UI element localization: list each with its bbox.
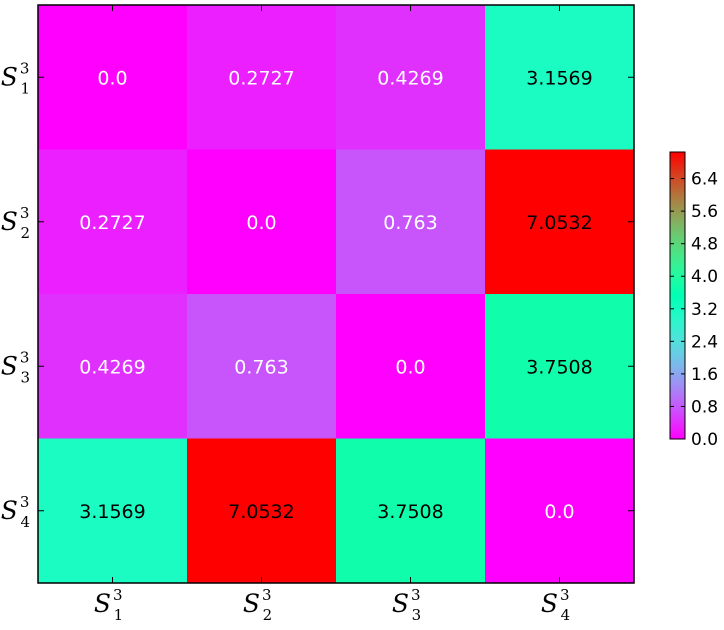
heatmap-cell-r3-c1 [38,294,188,439]
heatmap-cell-labels: 0.0 0.2727 0.4269 3.1569 0.2727 0.0 0.763 7.053… [79,67,592,523]
colorbar-tick-label-8: 5.6 [691,202,718,222]
heatmap-cell-r2-c3 [336,149,486,295]
heatmap-cell-r2-c1 [38,149,188,295]
colorbar-tick-label-3: 1.6 [691,365,718,385]
cell-value-r4-c4: 0.0 [544,501,574,523]
cell-value-r3-c3: 0.0 [395,356,425,378]
heatmap-cell-r1-c1 [38,5,188,150]
heatmap-cell-r4-c1 [38,438,188,584]
heatmap-cell-r4-c2 [187,438,337,584]
heatmap-cell-r3-c3 [336,294,486,439]
cell-value-r1-c2: 0.2727 [228,67,294,89]
heatmap-cell-r4-c4 [485,438,635,584]
heatmap-cell-r1-c3 [336,5,486,150]
colorbar-ticks: 0.0 0.8 1.6 2.4 3.2 4.0 4.8 5.6 6.4 [670,170,718,450]
cell-value-r1-c3: 0.4269 [377,67,443,89]
cell-value-r3-c4: 3.7508 [526,356,592,378]
colorbar-tick-label-7: 4.8 [691,235,718,255]
heatmap-cell-r1-c2 [187,5,337,150]
colorbar-tick-label-2: 0.8 [691,397,718,417]
plot-frame [37,4,635,584]
colorbar-tick-label-6: 4.0 [691,267,718,287]
heatmap-cell-r2-c2 [187,149,337,295]
cell-value-r2-c2: 0.0 [246,212,276,234]
heatmap-cell-r1-c4 [485,5,635,150]
colorbar-tick-label-5: 3.2 [691,300,718,320]
heatmap-cells [38,5,635,584]
heatmap-cell-r3-c4 [485,294,635,439]
cell-value-r1-c1: 0.0 [97,67,127,89]
cell-value-r2-c3: 0.763 [383,212,437,234]
heatmap-cell-r3-c2 [187,294,337,439]
cell-value-r3-c2: 0.763 [234,356,288,378]
axis-ticks [38,5,634,583]
colorbar [669,151,686,440]
colorbar-tick-label-1: 0.0 [691,430,718,450]
cell-value-r2-c4: 7.0532 [526,212,592,234]
heatmap-cell-r2-c4 [485,149,635,295]
cell-value-r4-c3: 3.7508 [377,501,443,523]
cell-value-r4-c2: 7.0532 [228,501,294,523]
cell-value-r3-c1: 0.4269 [79,356,145,378]
cell-value-r2-c1: 0.2727 [79,212,145,234]
y-axis-tick-labels: S 3 1 S 3 2 S 3 3 S 3 4 [1,59,30,531]
colorbar-tick-label-4: 2.4 [691,332,718,352]
cell-value-r1-c4: 3.1569 [526,67,592,89]
heatmap-cell-r4-c3 [336,438,486,584]
colorbar-tick-label-9: 6.4 [691,170,718,190]
cell-value-r4-c1: 3.1569 [79,501,145,523]
